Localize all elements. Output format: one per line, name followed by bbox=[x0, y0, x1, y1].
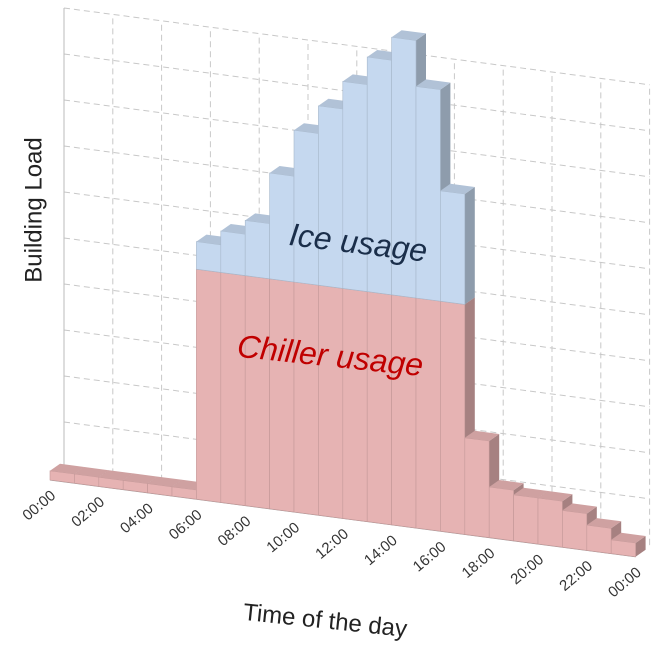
bar bbox=[196, 268, 222, 503]
bar bbox=[464, 437, 490, 538]
bar bbox=[366, 291, 392, 526]
bar bbox=[220, 230, 246, 276]
bar bbox=[391, 294, 417, 529]
x-tick-label: 12:00 bbox=[312, 525, 352, 562]
bar bbox=[318, 105, 344, 289]
bar-top bbox=[98, 470, 134, 481]
x-axis-label: Time of the day bbox=[242, 599, 408, 643]
bar-top bbox=[513, 487, 548, 498]
y-axis-label: Building Load bbox=[20, 137, 47, 282]
bar-side bbox=[635, 536, 646, 557]
bar-side bbox=[464, 187, 475, 305]
bar-top bbox=[440, 183, 475, 194]
x-tick-label: 04:00 bbox=[117, 500, 157, 537]
bar bbox=[244, 275, 270, 510]
bar-top bbox=[50, 463, 85, 474]
bar bbox=[196, 241, 222, 273]
x-tick-label: 20:00 bbox=[507, 551, 547, 588]
bar bbox=[440, 190, 466, 305]
bar bbox=[562, 510, 588, 551]
bar-top bbox=[74, 467, 109, 478]
x-tick-label: 14:00 bbox=[361, 532, 401, 569]
bar bbox=[244, 220, 270, 280]
x-tick-label: 06:00 bbox=[166, 506, 206, 543]
bar-top bbox=[489, 480, 524, 491]
bar-top bbox=[147, 476, 182, 487]
bar bbox=[537, 497, 563, 548]
x-tick-label: 18:00 bbox=[459, 545, 499, 582]
x-tick-label: 00:00 bbox=[605, 564, 645, 601]
bar bbox=[342, 288, 368, 522]
x-tick-label: 00:00 bbox=[19, 487, 59, 524]
bar bbox=[269, 278, 295, 513]
bar bbox=[318, 284, 344, 519]
bar bbox=[440, 300, 466, 535]
bar-top bbox=[391, 30, 426, 41]
bar-top bbox=[562, 503, 597, 514]
bar-top bbox=[586, 518, 622, 529]
bar-top bbox=[416, 79, 451, 90]
bar bbox=[415, 86, 441, 302]
bar-top bbox=[538, 491, 573, 502]
bar-top bbox=[123, 473, 158, 484]
bar bbox=[293, 281, 319, 516]
bar bbox=[220, 272, 246, 506]
x-tick-label: 02:00 bbox=[68, 493, 108, 530]
grid-line bbox=[63, 7, 650, 86]
bar bbox=[586, 524, 612, 554]
x-tick-label: 10:00 bbox=[263, 519, 303, 556]
bar bbox=[415, 297, 441, 532]
x-tick-label: 22:00 bbox=[556, 557, 596, 594]
x-tick-label: 16:00 bbox=[410, 538, 450, 575]
bar-top bbox=[611, 532, 646, 543]
bar-top bbox=[464, 430, 500, 441]
bar bbox=[513, 494, 539, 545]
x-tick-label: 08:00 bbox=[215, 513, 255, 550]
bar bbox=[293, 129, 319, 286]
bar bbox=[488, 486, 514, 542]
